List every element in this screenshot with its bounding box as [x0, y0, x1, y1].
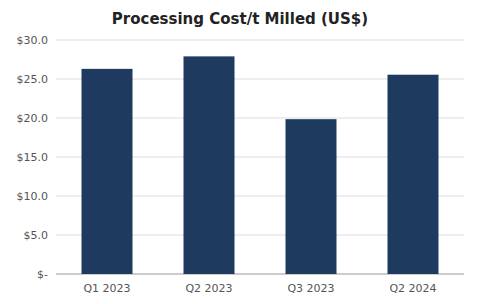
y-tick-label: $30.0: [17, 34, 49, 47]
y-tick-label: $-: [37, 268, 48, 281]
y-tick-label: $25.0: [17, 73, 49, 86]
y-grid: [56, 40, 464, 274]
bar: [388, 75, 439, 274]
grid-line: [56, 40, 464, 41]
x-tick-label: Q1 2023: [83, 282, 130, 295]
x-tick-label: Q2 2024: [389, 282, 436, 295]
y-tick-label: $15.0: [17, 151, 49, 164]
chart: Processing Cost/t Milled (US$) $- $5.0 $10.…: [0, 0, 480, 304]
bar: [286, 119, 337, 274]
y-tick-label: $20.0: [17, 112, 49, 125]
bar: [184, 56, 235, 274]
y-tick-label: $10.0: [17, 190, 49, 203]
x-tick-label: Q2 2023: [185, 282, 232, 295]
y-tick-label: $5.0: [24, 229, 49, 242]
title: Processing Cost/t Milled (US$): [112, 10, 368, 28]
bar: [82, 69, 133, 274]
x-tick-label: Q3 2023: [287, 282, 334, 295]
chart-container: Processing Cost/t Milled (US$) $- $5.0 $10.…: [0, 0, 480, 304]
bars: [82, 56, 439, 274]
